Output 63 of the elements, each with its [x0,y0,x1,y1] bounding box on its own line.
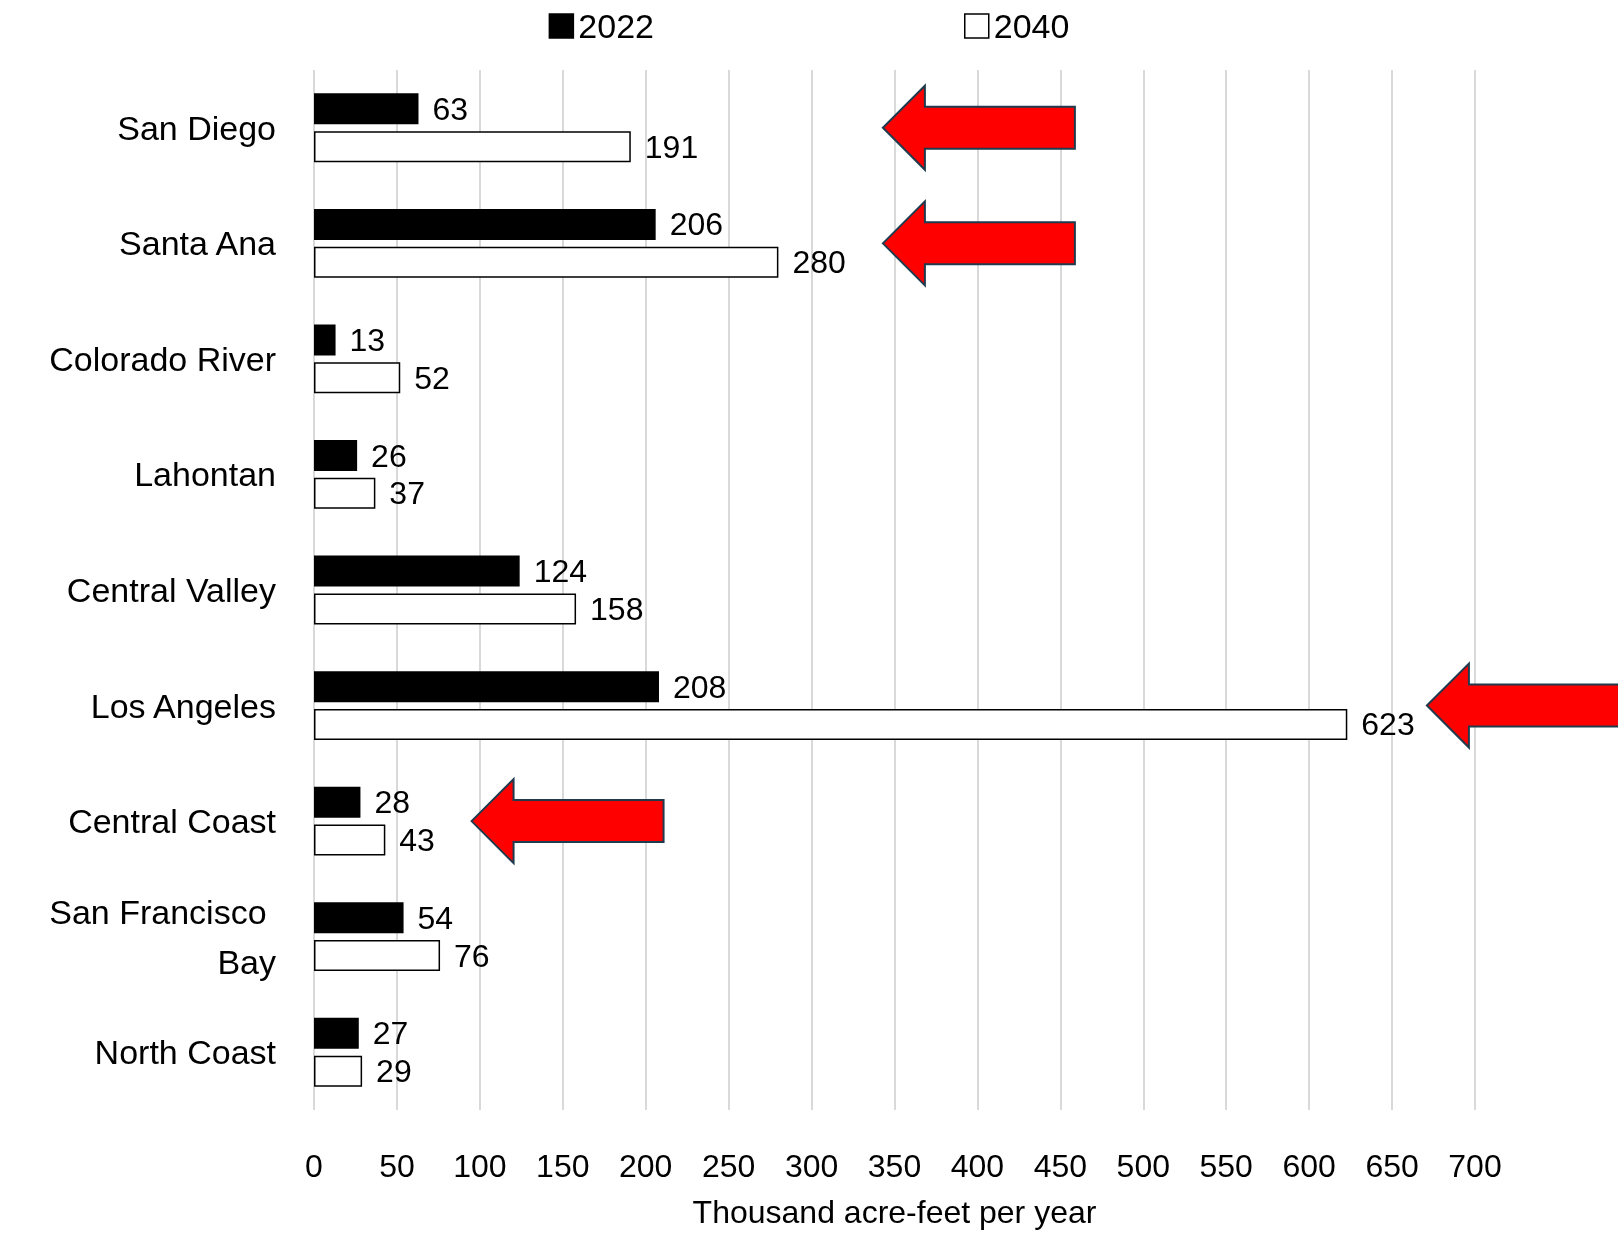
y-tick-label: Lahontan [134,455,276,494]
bar [314,786,361,818]
x-tick-label: 650 [1365,1148,1419,1184]
bar [314,208,656,240]
bar [314,708,1348,740]
data-label: 206 [669,206,724,243]
x-tick-label: 200 [619,1148,673,1184]
x-tick-label: 450 [1033,1148,1088,1184]
legend-label: 2040 [993,7,1070,45]
bar [314,1017,359,1049]
data-label: 54 [417,899,454,936]
y-tick-label: Colorado River [49,339,276,378]
data-label: 208 [672,668,727,705]
x-tick-label: 600 [1282,1148,1336,1184]
data-label: 623 [1361,706,1415,743]
bar [314,477,376,509]
data-label: 26 [371,437,407,474]
y-tick-label: Santa Ana [119,224,277,263]
bar [314,555,520,587]
x-tick-label: 0 [305,1148,323,1184]
y-tick-label: Central Coast [68,802,277,841]
data-label: 124 [533,553,588,590]
bar [314,902,404,934]
legend-label: 2022 [578,7,654,45]
y-tick-label: Los Angeles [90,686,276,725]
y-tick-label: San Diego [117,108,276,147]
data-label: 28 [374,784,411,821]
x-tick-label: 350 [867,1148,922,1184]
bar [314,824,386,856]
y-tick-label: Central Valley [66,571,276,609]
data-label: 37 [389,475,425,512]
data-label: 158 [590,590,644,627]
x-tick-label: 550 [1199,1148,1253,1184]
bar [314,671,659,703]
data-label: 29 [376,1053,412,1090]
data-label: 63 [432,90,469,127]
bar [314,1055,363,1087]
x-axis-title: Thousand acre-feet per year [692,1194,1097,1230]
bar [314,940,441,972]
x-tick-label: 150 [536,1148,590,1184]
x-tick-label: 50 [379,1148,415,1184]
x-tick-label: 300 [784,1148,839,1184]
bar [314,362,401,394]
y-tick-label: North Coast [94,1033,277,1072]
bar [314,440,358,472]
y-tick-label: San Francisco Bay [49,892,276,981]
bar [314,593,577,625]
bar [314,324,336,356]
x-tick-label: 500 [1116,1148,1170,1184]
x-tick-label: 250 [701,1148,756,1184]
x-tick-label: 400 [950,1148,1005,1184]
data-label: 43 [399,822,435,859]
data-label: 280 [792,244,846,281]
bar [314,131,631,163]
data-label: 76 [454,937,490,974]
data-label: 13 [349,321,386,358]
bar [314,93,419,125]
data-label: 191 [644,128,699,165]
x-tick-label: 700 [1448,1148,1502,1184]
x-tick-label: 100 [453,1148,507,1184]
bar [314,246,779,278]
data-label: 52 [414,359,450,396]
data-label: 27 [372,1015,409,1052]
